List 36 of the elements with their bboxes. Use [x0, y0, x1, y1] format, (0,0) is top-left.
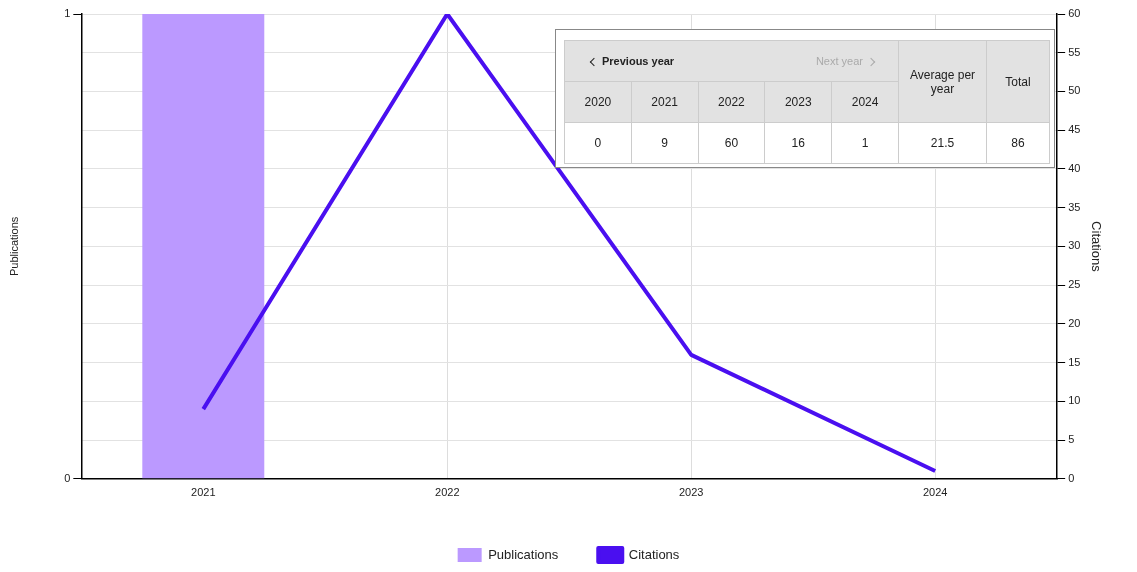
y2-tick-label: 45: [1068, 123, 1081, 136]
y2-axis-title: Citations: [1088, 221, 1104, 273]
y2-tick-label: 5: [1068, 433, 1075, 446]
x-tick-label: 2024: [922, 486, 948, 499]
annotation: 2020: [564, 81, 632, 123]
y2-tick-label: 35: [1068, 200, 1081, 213]
y-axis-title: Publications: [7, 216, 20, 277]
y2-tick-label: 60: [1068, 7, 1081, 20]
annotation: 86: [986, 122, 1050, 164]
y2-tick-label: 30: [1068, 239, 1081, 252]
annotation: 1: [831, 122, 899, 164]
y2-tick-label: 0: [1068, 471, 1075, 484]
annotation: Previous year: [601, 55, 675, 67]
x-tick-label: 2021: [191, 486, 216, 499]
annotation: 2021: [631, 81, 699, 123]
annotation: 2023: [764, 81, 832, 123]
y2-tick-label: 40: [1068, 161, 1081, 174]
y2-tick-label: 25: [1068, 278, 1081, 291]
annotation: Total: [986, 40, 1050, 123]
annotation: 2024: [831, 81, 899, 123]
x-tick-label: 2022: [435, 486, 460, 499]
x-tick-label: 2023: [678, 486, 704, 499]
legend-label: Citations: [628, 546, 680, 562]
y2-tick-label: 20: [1068, 316, 1081, 329]
legend-label: Publications: [488, 546, 559, 562]
y2-tick-label: 15: [1068, 355, 1081, 368]
y2-tick-label: 55: [1068, 45, 1081, 58]
y2-tick-label: 10: [1068, 394, 1081, 407]
annotation: 0: [564, 122, 632, 164]
annotation: 2022: [698, 81, 765, 123]
annotation: 21.5: [898, 122, 987, 164]
y2-tick-label: 50: [1068, 84, 1081, 97]
annotation: 16: [764, 122, 832, 164]
annotation: Average per year: [898, 40, 987, 123]
annotation: 60: [698, 122, 765, 164]
annotation: 9: [631, 122, 699, 164]
